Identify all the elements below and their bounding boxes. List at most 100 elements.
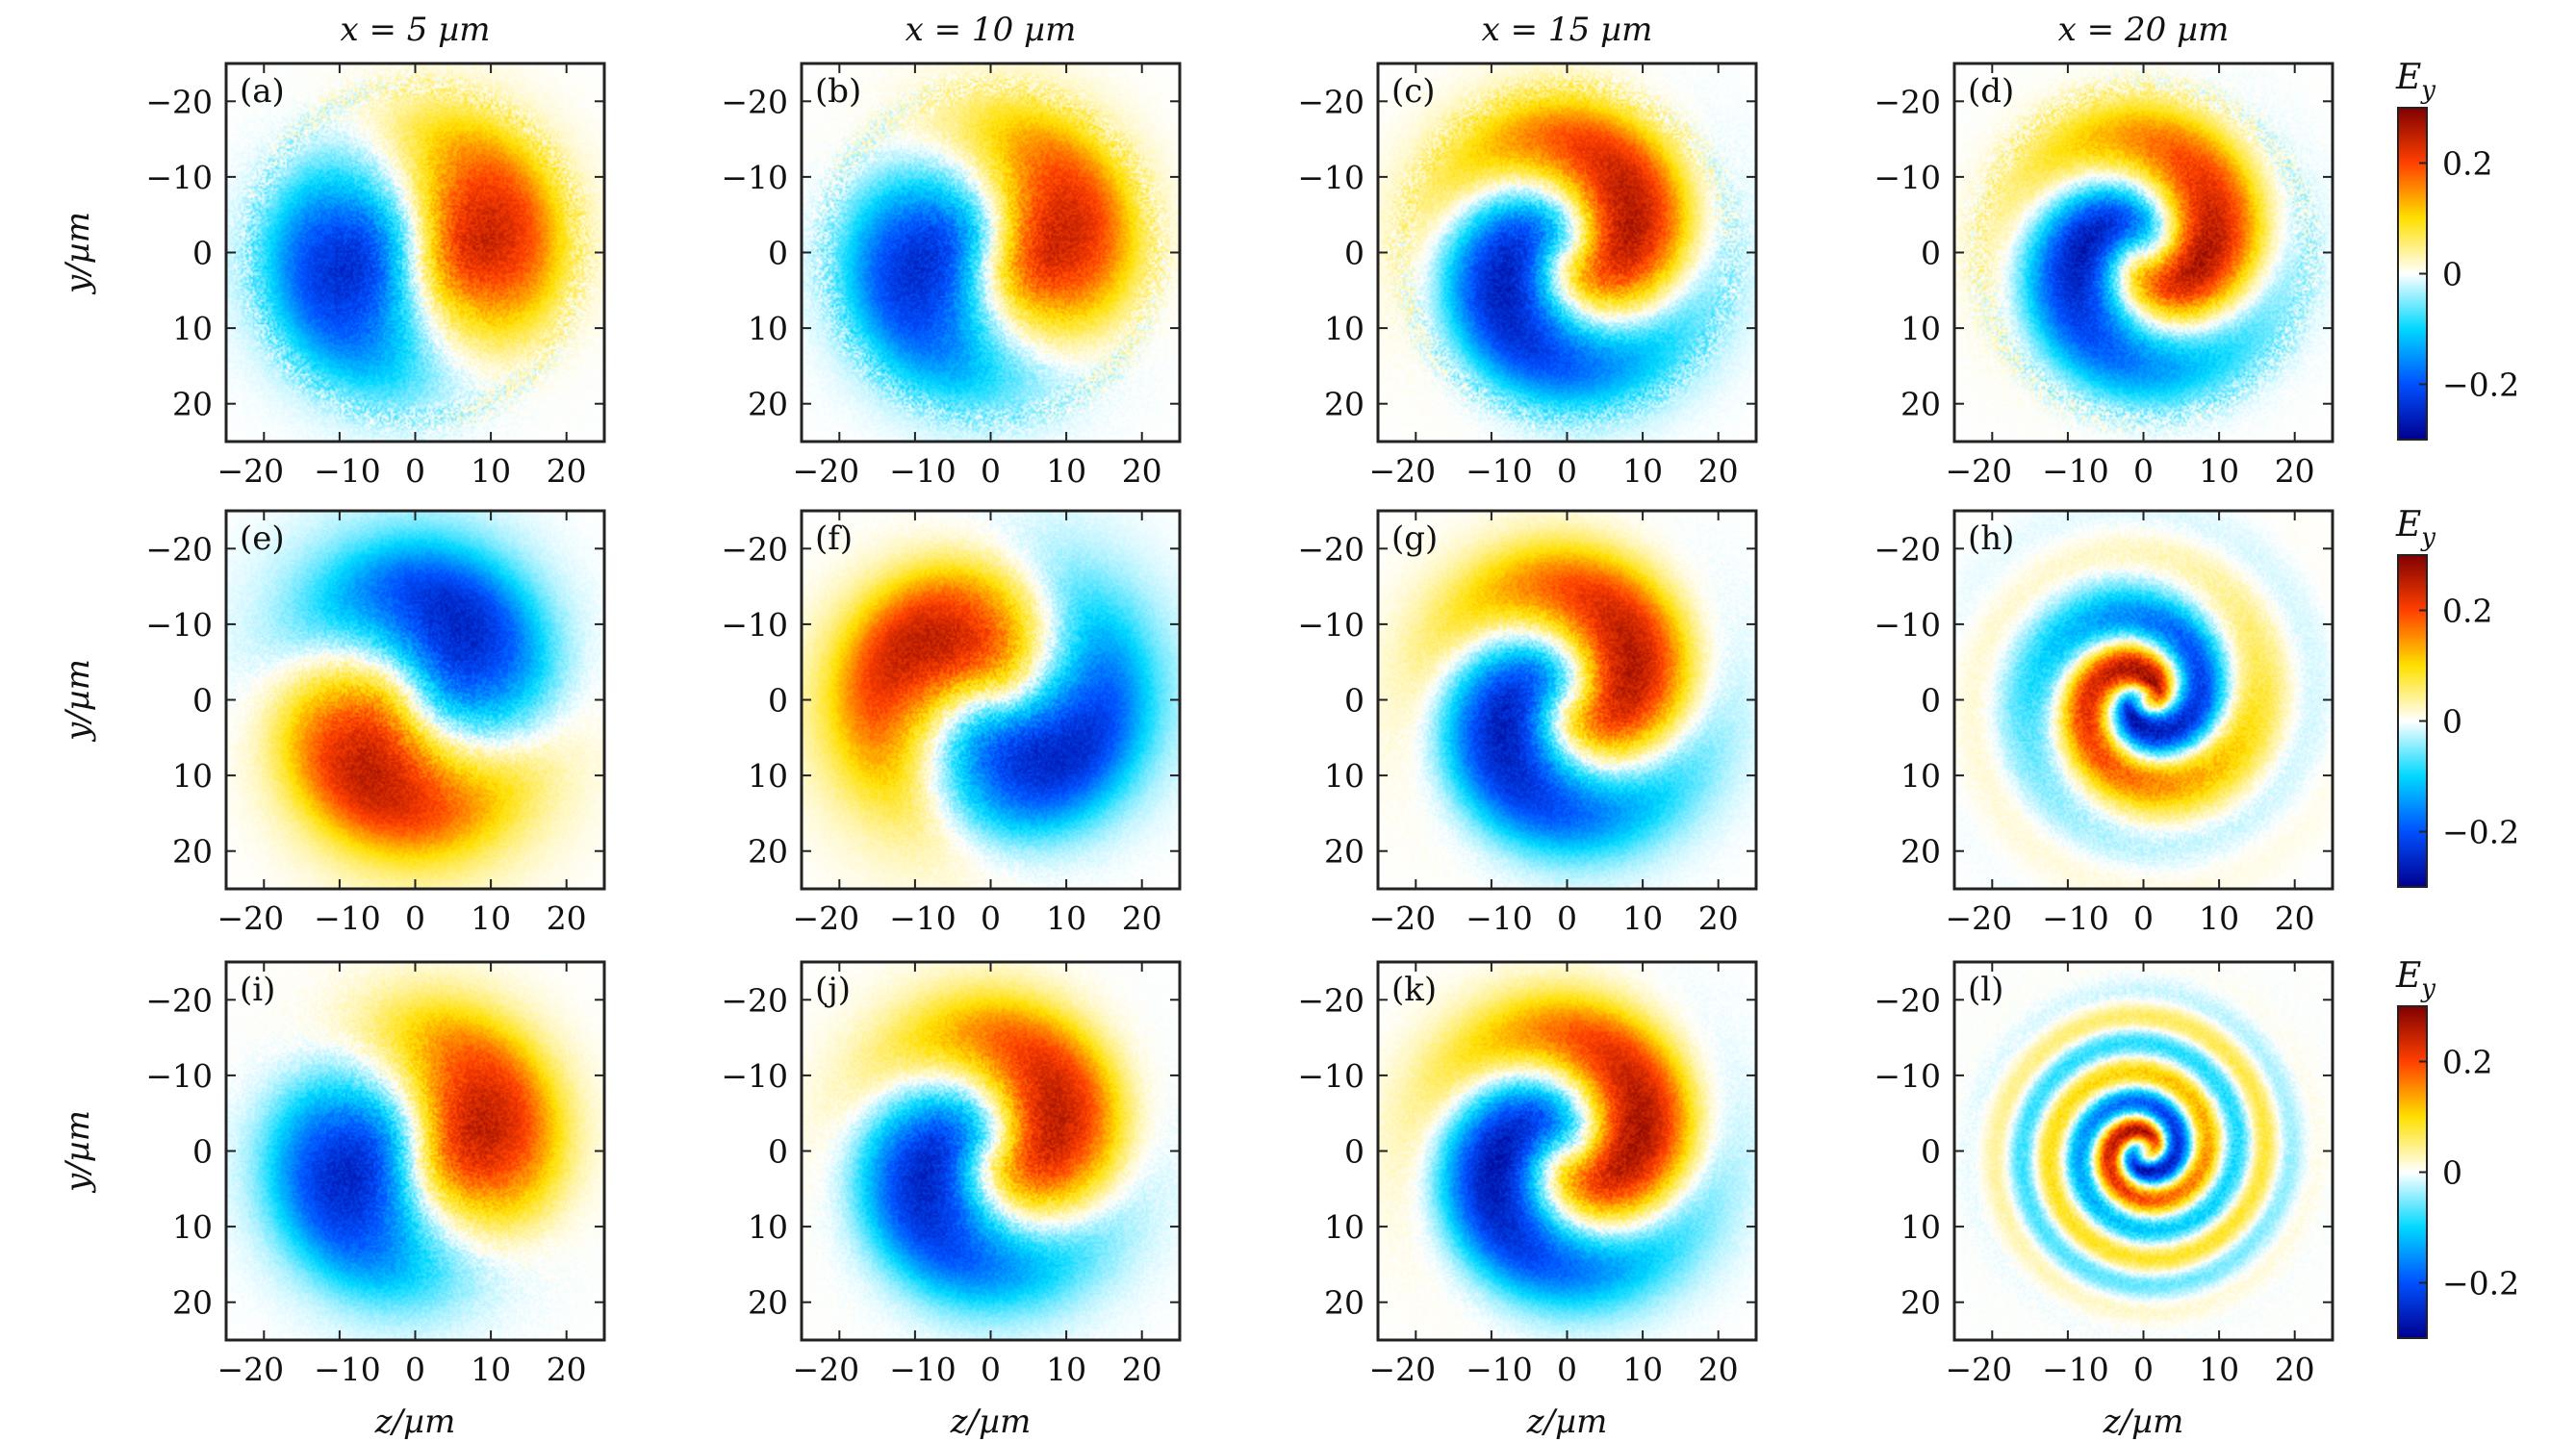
- x-tick-label: −10: [2042, 1351, 2109, 1388]
- colorbar-row-3: Ey 0.2 0 −0.2: [2395, 956, 2519, 1339]
- y-tick-label: 20: [1324, 1284, 1365, 1322]
- x-tick-label: −20: [1945, 452, 2012, 490]
- panel-label: (h): [1968, 519, 2014, 558]
- y-tick-label: 0: [768, 235, 788, 272]
- heatmap-h: [1954, 511, 2333, 889]
- x-tick-label: 0: [405, 452, 425, 490]
- x-axis-label: z/µm: [374, 1403, 456, 1441]
- x-tick-label: 20: [2275, 452, 2315, 490]
- y-axis-label: y/µm: [59, 1110, 97, 1194]
- column-title-2: x = 10 µm: [905, 11, 1077, 49]
- x-tick-label: 20: [2275, 899, 2315, 937]
- x-tick-label: −10: [314, 1351, 381, 1388]
- y-tick-label: 20: [748, 833, 788, 871]
- column-title-3: x = 15 µm: [1482, 11, 1653, 49]
- x-tick-label: 0: [1557, 899, 1577, 937]
- colorbar-tick-label: 0.2: [2442, 145, 2492, 183]
- colorbar-tick-label: 0.2: [2442, 1044, 2492, 1081]
- x-tick-label: −20: [217, 1351, 284, 1388]
- heatmap-c: [1378, 63, 1756, 442]
- colorbar-tick-label: 0: [2442, 256, 2462, 293]
- x-tick-label: 10: [2199, 1351, 2239, 1388]
- y-tick-label: 10: [1324, 757, 1365, 795]
- x-tick-label: 20: [547, 1351, 587, 1388]
- heatmap-e: [226, 511, 604, 889]
- panel-label: (d): [1968, 72, 2014, 111]
- y-tick-label: 20: [172, 833, 213, 871]
- y-tick-label: 0: [768, 1133, 788, 1171]
- y-tick-label: 0: [1344, 682, 1365, 720]
- x-tick-label: 20: [1122, 899, 1162, 937]
- panel-label: (i): [240, 971, 275, 1009]
- y-tick-label: −20: [1297, 981, 1365, 1019]
- x-tick-label: −10: [314, 452, 381, 490]
- x-axis-label: z/µm: [1526, 1403, 1608, 1441]
- y-tick-label: 20: [1324, 833, 1365, 871]
- x-tick-label: 20: [1122, 452, 1162, 490]
- panel-label: (j): [815, 971, 851, 1009]
- colorbar-tick-label: 0.2: [2442, 593, 2492, 630]
- x-axis-label: z/µm: [950, 1403, 1032, 1441]
- heatmap-f: [802, 511, 1180, 889]
- y-tick-label: 0: [192, 1133, 213, 1171]
- x-tick-label: −20: [217, 899, 284, 937]
- heatmap-b: [802, 63, 1180, 442]
- x-tick-label: 10: [1622, 452, 1663, 490]
- y-tick-label: −20: [721, 83, 788, 120]
- x-tick-label: −10: [2042, 452, 2109, 490]
- x-tick-label: 0: [405, 1351, 425, 1388]
- y-tick-label: 0: [1344, 1133, 1365, 1171]
- x-tick-label: 10: [1622, 899, 1663, 937]
- panel-label: (a): [240, 72, 285, 111]
- colorbar-tick-label: −0.2: [2442, 1265, 2519, 1303]
- y-tick-label: −20: [1874, 530, 1941, 568]
- y-tick-label: −10: [145, 606, 213, 644]
- y-tick-label: 0: [192, 682, 213, 720]
- y-tick-label: −10: [1874, 606, 1941, 644]
- heatmap-a: [226, 63, 604, 442]
- x-tick-label: −20: [792, 1351, 859, 1388]
- y-tick-label: −10: [1297, 1057, 1365, 1095]
- x-tick-label: −10: [889, 899, 956, 937]
- y-tick-label: 0: [1344, 235, 1365, 272]
- x-tick-label: −10: [1466, 452, 1533, 490]
- y-axis-label: y/µm: [59, 659, 97, 743]
- y-tick-label: −10: [721, 606, 788, 644]
- x-tick-label: −20: [1368, 899, 1436, 937]
- y-tick-label: −10: [721, 159, 788, 196]
- heatmap-k: [1378, 962, 1756, 1340]
- y-tick-label: −20: [721, 530, 788, 568]
- y-tick-label: −20: [1297, 530, 1365, 568]
- y-tick-label: 0: [768, 682, 788, 720]
- x-axis-label: z/µm: [2103, 1403, 2184, 1441]
- y-tick-label: 10: [172, 310, 213, 347]
- x-tick-label: −10: [889, 1351, 956, 1388]
- heatmap-l: [1954, 962, 2333, 1340]
- x-tick-label: 20: [2275, 1351, 2315, 1388]
- x-tick-label: 20: [1122, 1351, 1162, 1388]
- x-tick-label: 10: [471, 1351, 511, 1388]
- column-title-4: x = 20 µm: [2058, 11, 2230, 49]
- colorbar-tick-label: 0: [2442, 1154, 2462, 1192]
- x-tick-label: −10: [1466, 1351, 1533, 1388]
- y-tick-label: 10: [1324, 310, 1365, 347]
- y-tick-label: 0: [1921, 682, 1941, 720]
- x-tick-label: 20: [547, 452, 587, 490]
- y-tick-label: 20: [1900, 1284, 1941, 1322]
- heatmap-d: [1954, 63, 2333, 442]
- panel-label: (b): [815, 72, 861, 111]
- y-tick-label: 10: [1900, 1208, 1941, 1246]
- y-tick-label: 10: [1900, 310, 1941, 347]
- x-tick-label: −20: [1945, 1351, 2012, 1388]
